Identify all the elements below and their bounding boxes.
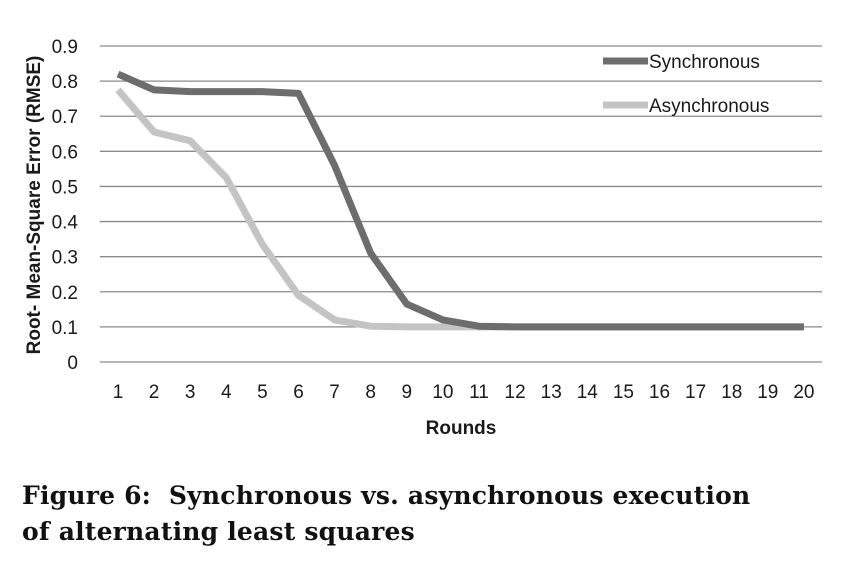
x-tick-label: 15	[613, 382, 634, 403]
legend-label: Asynchronous	[649, 96, 769, 117]
y-tick-label: 0.4	[52, 213, 79, 234]
y-tick-label: 0	[67, 353, 78, 374]
x-tick-label: 10	[432, 382, 453, 403]
y-tick-label: 0.6	[52, 142, 78, 163]
x-tick-label: 4	[221, 382, 232, 403]
x-tick-labels: 1 2 3 4 5 6 7 8 9 10 11 12 13 14 15 16 17 18 19 20	[113, 382, 815, 403]
x-tick-label: 3	[185, 382, 196, 403]
series-lines	[115, 70, 804, 331]
y-tick-label: 0.7	[52, 107, 78, 128]
x-tick-label: 17	[685, 382, 706, 403]
y-axis-title: Root- Mean-Square Error (RMSE)	[24, 56, 45, 355]
y-tick-labels: 0 0.1 0.2 0.3 0.4 0.5 0.6 0.7 0.8 0.9	[52, 37, 79, 374]
x-tick-label: 18	[721, 382, 742, 403]
figure-caption: Figure 6: Synchronous vs. asynchronous e…	[22, 478, 842, 550]
x-tick-label: 12	[505, 382, 526, 403]
y-tick-label: 0.2	[52, 283, 78, 304]
y-tick-label: 0.8	[52, 72, 78, 93]
x-tick-label: 19	[757, 382, 778, 403]
x-tick-label: 13	[541, 382, 562, 403]
x-tick-label: 8	[365, 382, 376, 403]
x-tick-label: 20	[793, 382, 814, 403]
x-tick-label: 11	[469, 382, 489, 403]
x-tick-label: 5	[257, 382, 268, 403]
x-tick-label: 16	[649, 382, 670, 403]
legend: Synchronous Asynchronous	[603, 52, 769, 117]
x-tick-label: 14	[577, 382, 599, 403]
caption-line-2: of alternating least squares	[22, 517, 415, 546]
y-tick-label: 0.1	[52, 318, 78, 339]
grid-lines	[100, 45, 822, 363]
x-axis-title: Rounds	[426, 418, 497, 439]
y-tick-label: 0.9	[52, 37, 78, 58]
x-tick-label: 9	[402, 382, 413, 403]
y-tick-label: 0.3	[52, 248, 78, 269]
y-tick-label: 0.5	[52, 177, 78, 198]
series-line-synchronous	[116, 70, 804, 331]
x-tick-label: 7	[329, 382, 340, 403]
x-tick-label: 2	[149, 382, 160, 403]
x-tick-label: 6	[293, 382, 304, 403]
caption-line-1: Figure 6: Synchronous vs. asynchronous e…	[22, 481, 751, 510]
legend-label: Synchronous	[649, 52, 760, 73]
x-tick-label: 1	[113, 382, 124, 403]
